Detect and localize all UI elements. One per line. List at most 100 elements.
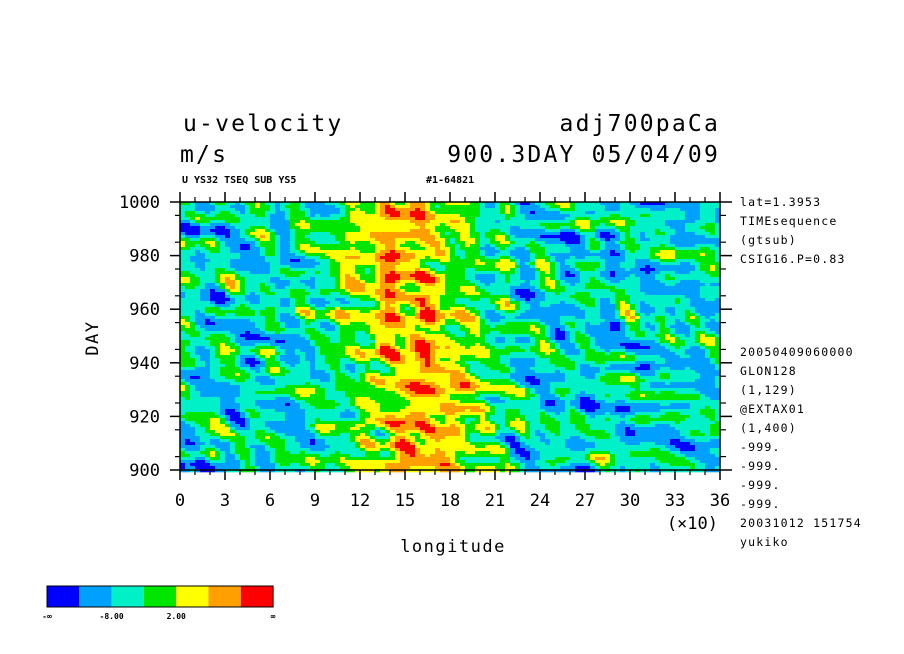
heatmap-cell: [350, 259, 356, 263]
heatmap-cell: [400, 292, 406, 296]
heatmap-cell: [290, 214, 296, 218]
heatmap-cell: [535, 205, 541, 209]
heatmap-cell: [230, 274, 236, 278]
heatmap-cell: [420, 256, 426, 260]
heatmap-cell: [405, 313, 411, 317]
heatmap-cell: [220, 247, 226, 251]
heatmap-cell: [320, 337, 326, 341]
heatmap-cell: [190, 331, 196, 335]
heatmap-cell: [490, 319, 496, 323]
heatmap-cell: [215, 289, 221, 293]
heatmap-cell: [355, 220, 361, 224]
heatmap-cell: [575, 307, 581, 311]
heatmap-cell: [300, 244, 306, 248]
heatmap-cell: [280, 310, 286, 314]
heatmap-cell: [405, 232, 411, 236]
heatmap-cell: [305, 289, 311, 293]
heatmap-cell: [455, 316, 461, 320]
heatmap-cell: [580, 295, 586, 299]
heatmap-cell: [650, 304, 656, 308]
heatmap-cell: [475, 298, 481, 302]
heatmap-cell: [530, 220, 536, 224]
heatmap-cell: [425, 280, 431, 284]
heatmap-cell: [665, 253, 671, 257]
heatmap-cell: [300, 208, 306, 212]
heatmap-cell: [345, 334, 351, 338]
heatmap-cell: [655, 217, 661, 221]
heatmap-cell: [335, 277, 341, 281]
heatmap-cell: [690, 214, 696, 218]
heatmap-cell: [695, 316, 701, 320]
heatmap-cell: [465, 319, 471, 323]
heatmap-cell: [450, 259, 456, 263]
heatmap-cell: [455, 310, 461, 314]
heatmap-cell: [505, 322, 511, 326]
heatmap-cell: [570, 220, 576, 224]
heatmap-cell: [515, 223, 521, 227]
heatmap-cell: [295, 277, 301, 281]
heatmap-cell: [500, 202, 506, 206]
heatmap-cell: [240, 232, 246, 236]
heatmap-cell: [665, 283, 671, 287]
heatmap-cell: [235, 274, 241, 278]
heatmap-cell: [635, 331, 641, 335]
heatmap-cell: [405, 337, 411, 341]
heatmap-cell: [210, 265, 216, 269]
heatmap-cell: [330, 226, 336, 230]
heatmap-cell: [200, 331, 206, 335]
heatmap-cell: [655, 244, 661, 248]
heatmap-cell: [570, 271, 576, 275]
heatmap-cell: [340, 250, 346, 254]
heatmap-cell: [240, 328, 246, 332]
heatmap-cell: [485, 202, 491, 206]
heatmap-cell: [505, 262, 511, 266]
heatmap-cell: [585, 301, 591, 305]
heatmap-cell: [360, 334, 366, 338]
heatmap-cell: [440, 259, 446, 263]
heatmap-cell: [630, 292, 636, 296]
heatmap-cell: [660, 226, 666, 230]
heatmap-cell: [480, 295, 486, 299]
heatmap-cell: [320, 229, 326, 233]
heatmap-cell: [575, 253, 581, 257]
heatmap-cell: [280, 250, 286, 254]
heatmap-cell: [545, 325, 551, 329]
heatmap-cell: [580, 271, 586, 275]
heatmap-cell: [275, 328, 281, 332]
heatmap-cell: [235, 310, 241, 314]
heatmap-cell: [475, 226, 481, 230]
heatmap-cell: [190, 250, 196, 254]
heatmap-cell: [370, 235, 376, 239]
heatmap-cell: [460, 217, 466, 221]
heatmap-cell: [235, 325, 241, 329]
heatmap-cell: [560, 220, 566, 224]
heatmap-cell: [560, 211, 566, 215]
heatmap-cell: [185, 292, 191, 296]
heatmap-cell: [255, 268, 261, 272]
heatmap-cell: [495, 298, 501, 302]
heatmap-cell: [525, 241, 531, 245]
heatmap-cell: [490, 295, 496, 299]
heatmap-cell: [640, 310, 646, 314]
heatmap-cell: [420, 232, 426, 236]
heatmap-cell: [440, 337, 446, 341]
heatmap-cell: [195, 268, 201, 272]
heatmap-cell: [230, 223, 236, 227]
heatmap-cell: [255, 271, 261, 275]
heatmap-cell: [610, 205, 616, 209]
heatmap-cell: [315, 244, 321, 248]
heatmap-cell: [190, 292, 196, 296]
heatmap-cell: [245, 310, 251, 314]
heatmap-cell: [530, 313, 536, 317]
heatmap-cell: [195, 304, 201, 308]
heatmap-cell: [710, 229, 716, 233]
heatmap-cell: [555, 274, 561, 278]
heatmap-cell: [200, 295, 206, 299]
heatmap-cell: [300, 295, 306, 299]
heatmap-cell: [630, 319, 636, 323]
heatmap-cell: [260, 217, 266, 221]
heatmap-cell: [575, 334, 581, 338]
heatmap-cell: [260, 307, 266, 311]
heatmap-cell: [280, 295, 286, 299]
heatmap-cell: [585, 298, 591, 302]
